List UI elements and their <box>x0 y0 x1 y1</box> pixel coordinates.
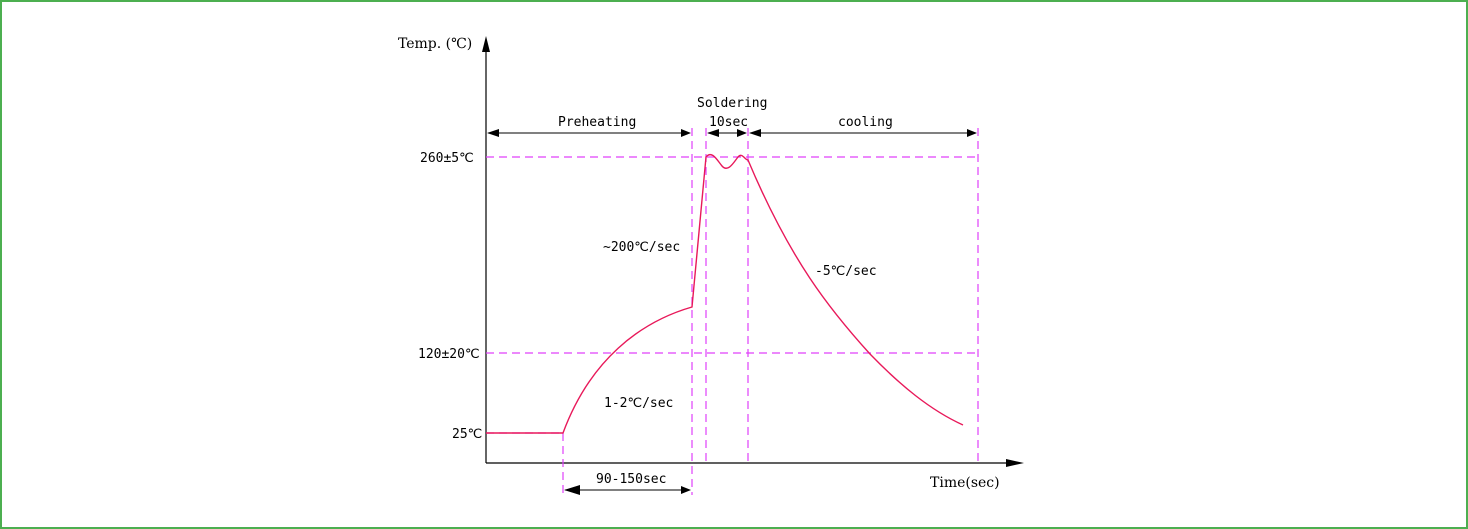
y-tick-260: 260±5℃ <box>420 151 474 166</box>
preheating-label: Preheating <box>558 115 636 130</box>
y-axis-arrow-icon <box>482 36 490 52</box>
cooling-label: cooling <box>838 115 893 130</box>
preheat-rate-label: 1-2℃/sec <box>604 396 673 411</box>
y-tick-120: 120±20℃ <box>418 347 480 362</box>
temperature-profile-curve <box>486 153 964 434</box>
cool-down-rate-label: -5℃/sec <box>815 264 877 279</box>
preheat-duration-label: 90-150sec <box>596 472 666 487</box>
cooling-left-arrowhead-icon <box>749 129 761 137</box>
soldering-left-arrowhead-icon <box>707 129 719 137</box>
y-axis-label: Temp. (℃) <box>398 36 472 52</box>
soldering-time-label: 10sec <box>709 115 748 130</box>
preheating-left-arrowhead-icon <box>487 129 499 137</box>
preheat-duration-left-arrowhead-icon <box>564 485 580 495</box>
ramp-up-rate-label: ~200℃/sec <box>603 240 680 255</box>
soldering-label: Soldering <box>697 96 767 111</box>
x-axis-arrow-icon <box>1006 459 1024 467</box>
y-tick-25: 25℃ <box>452 427 482 442</box>
x-axis-label: Time(sec) <box>930 475 1000 491</box>
